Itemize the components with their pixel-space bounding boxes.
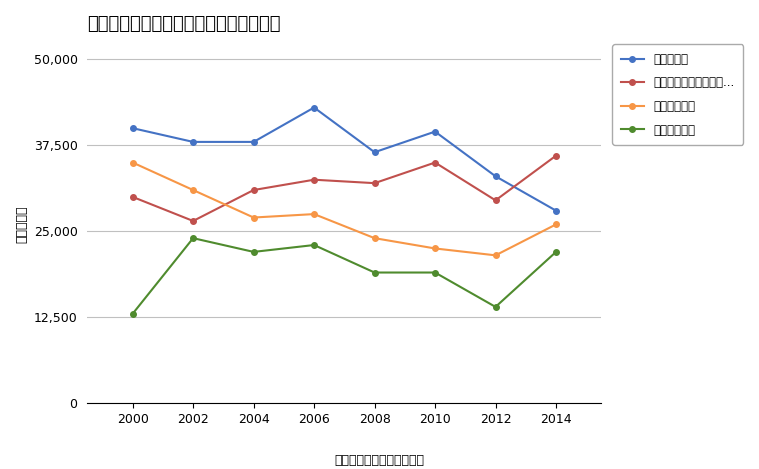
芸術文化活動: [552, 221, 561, 227]
Line: スポ゛ーツ・レクリエ...: スポ゛ーツ・レクリエ...: [130, 153, 559, 224]
芸術文化活動: [310, 211, 319, 217]
Line: 教養・その他: 教養・その他: [130, 235, 559, 317]
教養・その他: [188, 235, 197, 241]
芸術文化活動: [188, 187, 197, 193]
芸術文化活動: [430, 246, 439, 251]
教養・その他: [310, 242, 319, 248]
教養・その他: [249, 249, 258, 255]
Legend: 補助学習費, スポ゛ーツ・レクリエ..., 芸術文化活動, 教養・その他: 補助学習費, スポ゛ーツ・レクリエ..., 芸術文化活動, 教養・その他: [613, 45, 743, 145]
Text: 引用：子どもの学習費調査: 引用：子どもの学習費調査: [335, 454, 424, 467]
補助学習費: [430, 129, 439, 135]
Y-axis label: 金額（円）: 金額（円）: [15, 205, 28, 243]
Text: 幼稚園児の学校外学習に関する年間支出: 幼稚園児の学校外学習に関する年間支出: [87, 15, 281, 33]
スポ゛ーツ・レクリエ...: [491, 197, 500, 203]
スポ゛ーツ・レクリエ...: [370, 181, 380, 186]
スポ゛ーツ・レクリエ...: [249, 187, 258, 193]
補助学習費: [491, 174, 500, 179]
芸術文化活動: [249, 215, 258, 220]
補助学習費: [128, 125, 137, 131]
芸術文化活動: [128, 160, 137, 166]
教養・その他: [370, 270, 380, 275]
補助学習費: [370, 150, 380, 155]
芸術文化活動: [370, 235, 380, 241]
補助学習費: [552, 208, 561, 213]
教養・その他: [128, 311, 137, 317]
教養・その他: [491, 304, 500, 310]
教養・その他: [430, 270, 439, 275]
補助学習費: [249, 139, 258, 145]
教養・その他: [552, 249, 561, 255]
補助学習費: [188, 139, 197, 145]
スポ゛ーツ・レクリエ...: [128, 194, 137, 200]
スポ゛ーツ・レクリエ...: [188, 218, 197, 224]
Line: 芸術文化活動: 芸術文化活動: [130, 160, 559, 258]
補助学習費: [310, 105, 319, 110]
芸術文化活動: [491, 252, 500, 258]
スポ゛ーツ・レクリエ...: [552, 153, 561, 159]
Line: 補助学習費: 補助学習費: [130, 105, 559, 213]
スポ゛ーツ・レクリエ...: [310, 177, 319, 182]
スポ゛ーツ・レクリエ...: [430, 160, 439, 166]
